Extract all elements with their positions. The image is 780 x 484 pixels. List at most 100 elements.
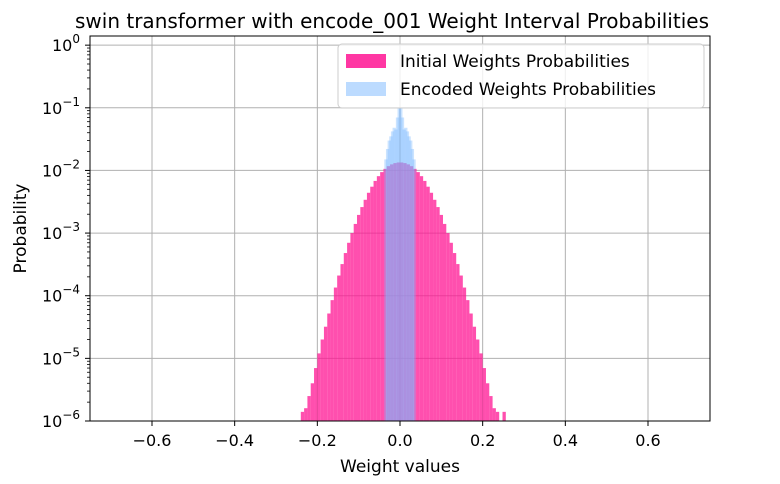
x-tick-label: 0.6	[635, 431, 660, 450]
histogram-bar	[353, 223, 358, 421]
histogram-bar	[419, 176, 424, 421]
histogram-bar	[317, 353, 321, 421]
legend-label: Initial Weights Probabilities	[400, 52, 630, 72]
histogram-bar	[407, 136, 411, 421]
histogram-bar	[433, 199, 437, 421]
histogram-bar	[396, 162, 400, 422]
histogram-bar	[380, 172, 384, 421]
histogram-bar	[343, 253, 348, 421]
histogram-bar	[360, 207, 364, 421]
x-axis-label: Weight values	[340, 457, 460, 477]
histogram-bar	[413, 168, 417, 421]
x-tick-label: 0.0	[387, 431, 412, 450]
histogram-bar	[466, 300, 470, 421]
histogram-bar	[357, 214, 361, 421]
bars	[300, 107, 506, 422]
histogram-bar	[370, 186, 374, 421]
histogram-bar	[327, 313, 331, 421]
histogram-bar	[502, 411, 506, 421]
axis-ticks: −0.6 −0.4 −0.2 0.0 0.2 0.4 0.6 10−6 10−5 10−4 10−3…	[42, 32, 661, 450]
histogram-bar	[402, 129, 406, 421]
histogram-bar	[476, 339, 480, 421]
y-tick-label: 10−5	[42, 345, 80, 368]
histogram-bar	[426, 186, 430, 421]
histogram-bar	[389, 136, 393, 421]
histogram-bar	[384, 159, 388, 421]
histogram-bar	[310, 383, 315, 421]
histogram-bar	[400, 117, 405, 422]
histogram-bar	[386, 166, 391, 421]
histogram-bar	[410, 148, 415, 421]
histogram-bar	[449, 242, 453, 421]
histogram-bar	[400, 162, 404, 422]
histogram-bar	[429, 192, 434, 421]
histogram-bar	[403, 163, 407, 421]
histogram-bar	[412, 159, 416, 421]
y-tick-label: 10−3	[42, 220, 80, 243]
histogram-bar	[333, 287, 338, 421]
histogram-bar	[340, 264, 344, 421]
histogram-bar	[442, 223, 447, 421]
histogram-bar	[409, 140, 413, 422]
histogram-bar	[366, 192, 371, 421]
x-tick-label: 0.4	[553, 431, 578, 450]
histogram-bar	[495, 411, 500, 421]
y-axis-label: Probability	[11, 184, 31, 274]
y-tick-label: 10−2	[42, 157, 80, 180]
histogram-bar	[456, 264, 460, 421]
histogram-bar	[337, 275, 341, 421]
histogram-bar	[485, 383, 490, 421]
histogram-bar	[423, 180, 427, 421]
histogram-bar	[462, 287, 467, 421]
histogram-bar	[472, 326, 477, 421]
histogram-bar	[393, 163, 397, 421]
histogram-bar	[390, 131, 395, 421]
histogram-bar	[397, 107, 401, 421]
legend-swatch	[346, 82, 386, 96]
histogram-bar	[373, 180, 377, 421]
y-tick-label: 10−1	[42, 95, 80, 118]
histogram-bar	[387, 140, 391, 422]
histogram-bar	[399, 107, 403, 421]
histogram-bar	[307, 396, 311, 421]
legend-label: Encoded Weights Probabilities	[400, 80, 656, 100]
y-tick-label: 100	[52, 32, 80, 55]
histogram-bar	[446, 233, 450, 421]
histogram-bar	[304, 408, 308, 421]
histogram-bar	[385, 148, 390, 421]
histogram-bar	[489, 396, 493, 421]
histogram-bar	[392, 127, 396, 421]
legend-swatch	[346, 54, 386, 68]
x-tick-label: 0.2	[470, 431, 495, 450]
histogram-bar	[394, 129, 398, 421]
histogram-bar	[482, 368, 486, 421]
chart-title: swin transformer with encode_001 Weight …	[75, 9, 709, 33]
histogram-bar	[469, 313, 473, 421]
histogram-bar	[300, 411, 305, 421]
histogram-bar	[314, 368, 318, 421]
series-0	[300, 162, 506, 422]
histogram-bar	[409, 166, 414, 421]
histogram-bar	[330, 300, 334, 421]
histogram-bar	[436, 207, 440, 421]
x-tick-label: −0.4	[215, 431, 254, 450]
histogram-bar	[350, 233, 354, 421]
y-tick-label: 10−4	[42, 283, 80, 306]
histogram-bar	[323, 326, 328, 421]
histogram-bar	[439, 214, 443, 421]
histogram-bar	[405, 131, 410, 421]
histogram-bar	[376, 176, 381, 421]
histogram-bar	[479, 353, 483, 421]
legend: Initial Weights Probabilities Encoded Wei…	[337, 43, 705, 109]
histogram-bar	[390, 164, 394, 421]
y-tick-label: 10−6	[42, 408, 80, 431]
x-tick-label: −0.6	[133, 431, 172, 450]
histogram-bar	[320, 339, 324, 421]
histogram-bar	[492, 408, 496, 421]
histogram-bar	[383, 168, 387, 421]
x-tick-label: −0.2	[298, 431, 337, 450]
histogram-bar	[395, 117, 400, 422]
histogram-bar	[416, 172, 420, 421]
